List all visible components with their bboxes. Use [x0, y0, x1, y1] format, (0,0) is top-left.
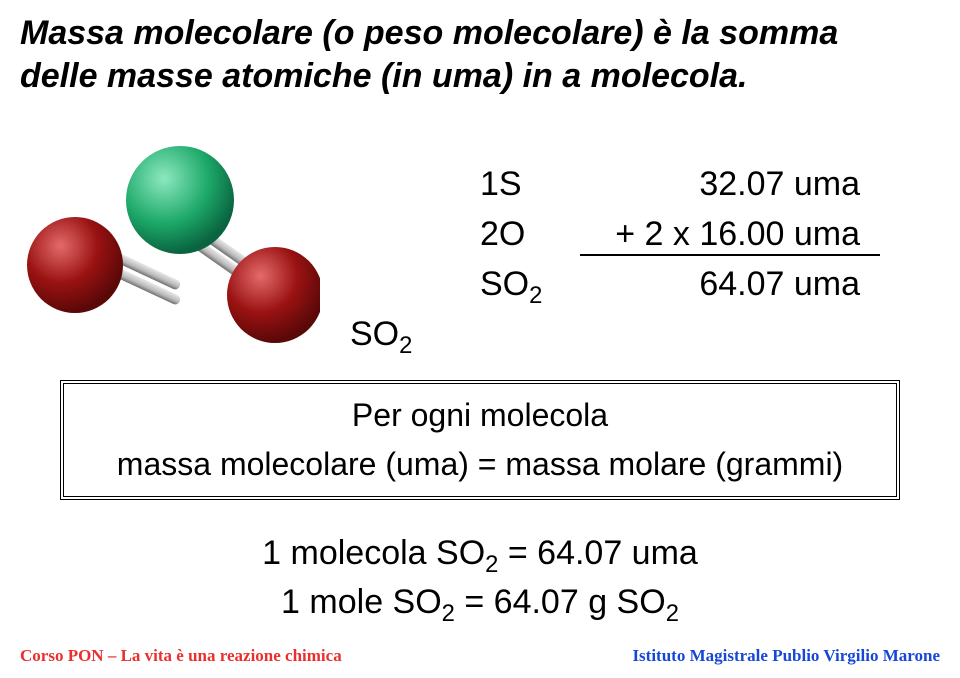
result-line-1: 1 molecola SO2 = 64.07 uma [0, 534, 960, 579]
equivalence-box: Per ogni molecola massa molecolare (uma)… [60, 380, 900, 500]
calc-species: 1S [480, 165, 580, 204]
intro-text: Massa molecolare (o peso molecolare) è l… [20, 12, 920, 97]
result-line-2: 1 mole SO2 = 64.07 g SO2 [0, 583, 960, 628]
calc-species-text: SO [480, 265, 529, 303]
calc-value: 64.07 uma [580, 265, 880, 304]
molecule-label: SO2 [350, 315, 412, 360]
mass-calculation: 1S 32.07 uma 2O + 2 x 16.00 uma SO2 64.0… [480, 165, 920, 315]
footer-left: Corso PON – La vita è una reazione chimi… [20, 646, 342, 666]
calc-row: 1S 32.07 uma [480, 165, 920, 215]
so2-molecule-icon [20, 145, 320, 345]
box-line1: Per ogni molecola [352, 397, 608, 434]
result-sub: 2 [485, 551, 498, 578]
calc-row: SO2 64.07 uma [480, 265, 920, 315]
calc-species-sub: 2 [529, 282, 542, 309]
calc-value: + 2 x 16.00 uma [580, 215, 880, 256]
molecule-label-text: SO [350, 315, 399, 353]
calc-value: 32.07 uma [580, 165, 880, 204]
calc-species: 2O [480, 215, 580, 254]
result-sub: 2 [442, 600, 455, 627]
result-text: = 64.07 g SO [455, 583, 666, 621]
result-text: 1 molecola SO [262, 534, 485, 572]
intro-line2: delle masse atomiche (in uma) in a molec… [20, 57, 747, 95]
calc-row: 2O + 2 x 16.00 uma [480, 215, 920, 265]
calc-species: SO2 [480, 265, 580, 310]
result-text: = 64.07 uma [498, 534, 697, 572]
footer-right: Istituto Magistrale Publio Virgilio Maro… [632, 646, 940, 666]
result-lines: 1 molecola SO2 = 64.07 uma 1 mole SO2 = … [0, 530, 960, 628]
intro-line1: Massa molecolare (o peso molecolare) è l… [20, 14, 838, 52]
result-sub: 2 [666, 600, 679, 627]
box-line2: massa molecolare (uma) = massa molare (g… [117, 446, 843, 483]
slide-footer: Corso PON – La vita è una reazione chimi… [20, 646, 940, 666]
result-text: 1 mole SO [281, 583, 442, 621]
molecule-label-sub: 2 [399, 332, 412, 359]
molecule-area: SO2 1S 32.07 uma 2O + 2 x 16.00 uma SO2 … [20, 145, 940, 355]
